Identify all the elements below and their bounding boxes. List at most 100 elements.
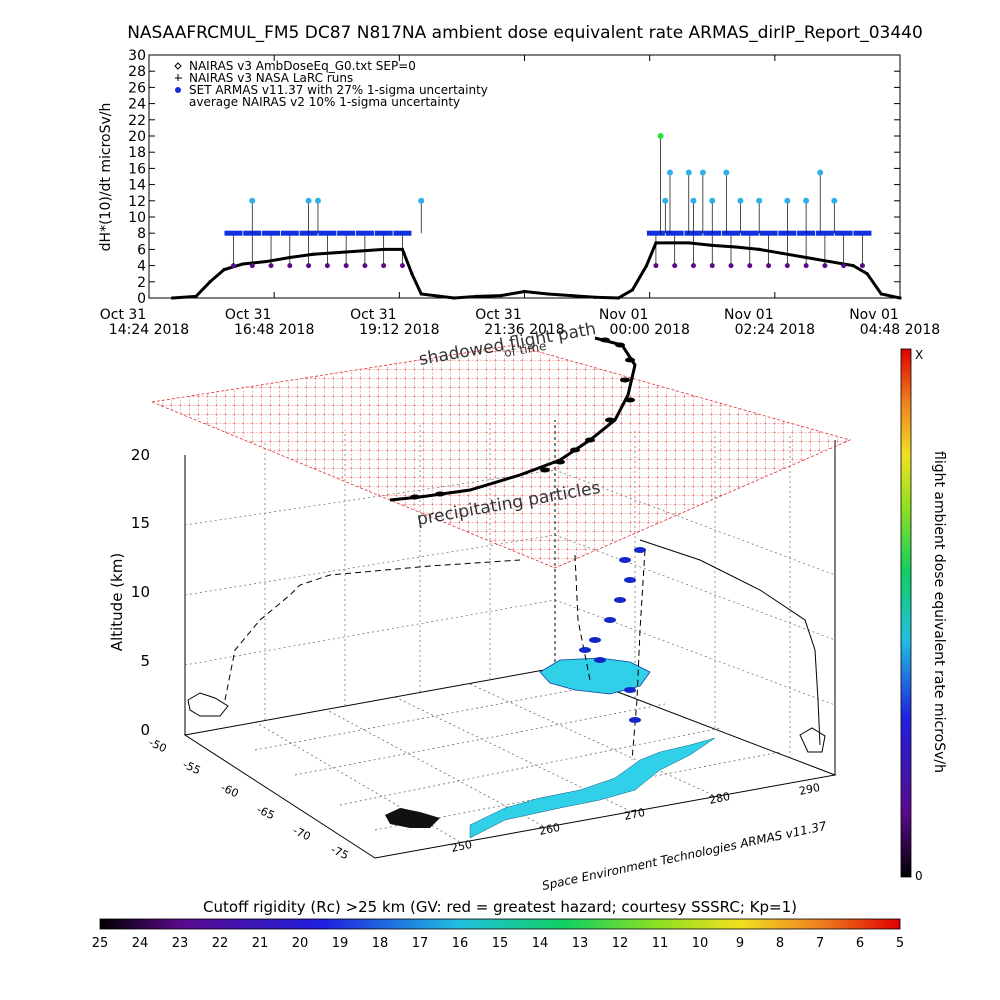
- x-tick-date: Nov 01: [599, 307, 649, 323]
- lat-tick-65: -65: [255, 803, 277, 822]
- nairas-point: [781, 251, 785, 256]
- dose-marker: [620, 377, 630, 383]
- altitude-tick-10: 10: [131, 583, 150, 601]
- dose-marker-blue: [614, 597, 626, 603]
- dose-marker-blue: [629, 717, 641, 723]
- armas-high-point: [817, 169, 824, 176]
- rigidity-tick-label: 22: [212, 936, 229, 951]
- altitude-tick-0: 0: [140, 721, 150, 739]
- lat-tick-50: -50: [147, 736, 169, 755]
- nairas-point: [851, 264, 855, 268]
- nairas-point: [593, 295, 597, 299]
- flight-3d-panel: 20 15 10 5 0 Altitude (km) -50 -55 -60 -…: [108, 319, 852, 893]
- armas-high-point: [314, 197, 321, 204]
- nairas-point: [546, 292, 550, 296]
- nairas-point: [569, 293, 574, 298]
- armas-low-point: [672, 263, 678, 269]
- nairas-point: [358, 249, 362, 253]
- rigidity-colorbar-title: Cutoff rigidity (Rc) >25 km (GV: red = g…: [203, 898, 797, 916]
- dose-marker: [540, 467, 550, 473]
- longitude-ticks: 250 260 270 280 290: [450, 781, 821, 855]
- armas-low-point: [803, 263, 809, 269]
- y-tick-label: 10: [128, 210, 146, 226]
- y-tick-label: 12: [128, 194, 146, 210]
- legend-plus-icon: [175, 74, 182, 81]
- dose-rate-y-label: dH*(10)/dt microSv/h: [98, 103, 114, 252]
- map-floor: [183, 667, 837, 859]
- armas-high-point: [690, 197, 697, 204]
- legend-dot-icon: [175, 87, 181, 93]
- dose-rate-series: [170, 133, 902, 300]
- armas-high-point: [709, 197, 716, 204]
- dose-marker: [570, 447, 580, 453]
- nairas-point: [194, 294, 198, 298]
- lat-tick-70: -70: [291, 824, 313, 843]
- nairas-point: [264, 259, 268, 264]
- rigidity-colorbar: Cutoff rigidity (Rc) >25 km (GV: red = g…: [92, 898, 904, 951]
- armas-high-point: [662, 197, 669, 204]
- rigidity-tick-label: 12: [612, 936, 629, 951]
- y-tick-label: 8: [137, 226, 146, 242]
- cutoff-rigidity-patch-south: [469, 737, 716, 839]
- armas-low-point: [766, 263, 772, 269]
- series-nairas-line: [172, 241, 901, 300]
- armas-point: [374, 230, 393, 236]
- nairas-point: [630, 288, 635, 292]
- altitude-ticks: 20 15 10 5 0: [131, 446, 150, 739]
- armas-low-point: [268, 263, 274, 269]
- x-tick-time: 02:24 2018: [735, 322, 815, 338]
- y-tick-label: 24: [128, 97, 146, 113]
- armas-low-point: [381, 263, 387, 269]
- lat-tick-55: -55: [181, 758, 203, 777]
- y-tick-label: 22: [128, 113, 146, 129]
- rigidity-tick-label: 13: [572, 936, 589, 951]
- rigidity-tick-label: 24: [132, 936, 149, 951]
- nairas-point: [222, 268, 226, 272]
- armas-low-point: [728, 263, 734, 269]
- armas-low-point: [324, 263, 330, 269]
- x-tick-time: 04:48 2018: [860, 322, 940, 338]
- rigidity-tick-label: 6: [856, 936, 864, 951]
- dose-marker: [605, 417, 615, 423]
- coast-dark-patch: [385, 808, 440, 828]
- nairas-point: [335, 251, 339, 255]
- armas-point: [834, 230, 853, 236]
- altitude-axis-label: Altitude (km): [108, 553, 126, 651]
- dose-marker-blue: [624, 577, 636, 583]
- nairas-point: [475, 294, 480, 298]
- armas-point: [740, 230, 759, 236]
- armas-low-point: [287, 263, 293, 269]
- nairas-point: [644, 264, 649, 268]
- armas-point: [355, 230, 374, 236]
- armas-high-point: [723, 169, 730, 176]
- x-tick-time: 00:00 2018: [609, 322, 689, 338]
- flight-dose-markers: [410, 337, 646, 723]
- legend-entry: SET ARMAS v11.37 with 27% 1-sigma uncert…: [189, 83, 488, 97]
- nairas-point: [616, 296, 620, 300]
- y-tick-label: 4: [137, 259, 146, 275]
- lon-tick-290: 290: [798, 781, 821, 798]
- flight-path-shadow-right: [639, 539, 821, 746]
- armas-high-point: [418, 197, 425, 204]
- armas-high-point: [756, 197, 763, 204]
- floor-grid: [254, 682, 781, 843]
- latitude-ticks: -50 -55 -60 -65 -70 -75: [147, 736, 351, 862]
- y-tick-label: 14: [128, 178, 146, 194]
- rigidity-colorbar-ticks: 25 24 23 22 21 20 19 18 17 16 15 14 13 12 11 10 9 8 7 6 5: [92, 936, 904, 951]
- armas-high-point: [831, 197, 838, 204]
- x-tick-date: Oct 31: [100, 307, 146, 323]
- nairas-point: [410, 272, 414, 276]
- nairas-point: [827, 259, 832, 264]
- rigidity-tick-label: 20: [292, 936, 309, 951]
- armas-low-point: [362, 263, 368, 269]
- x-tick-date: Oct 31: [350, 307, 396, 323]
- armas-high-point: [657, 133, 664, 139]
- armas-credit: Space Environment Technologies ARMAS v11…: [541, 819, 828, 893]
- dose-marker: [625, 397, 635, 403]
- armas-point: [318, 230, 337, 236]
- armas-low-point: [709, 263, 715, 269]
- armas-high-point: [667, 169, 674, 176]
